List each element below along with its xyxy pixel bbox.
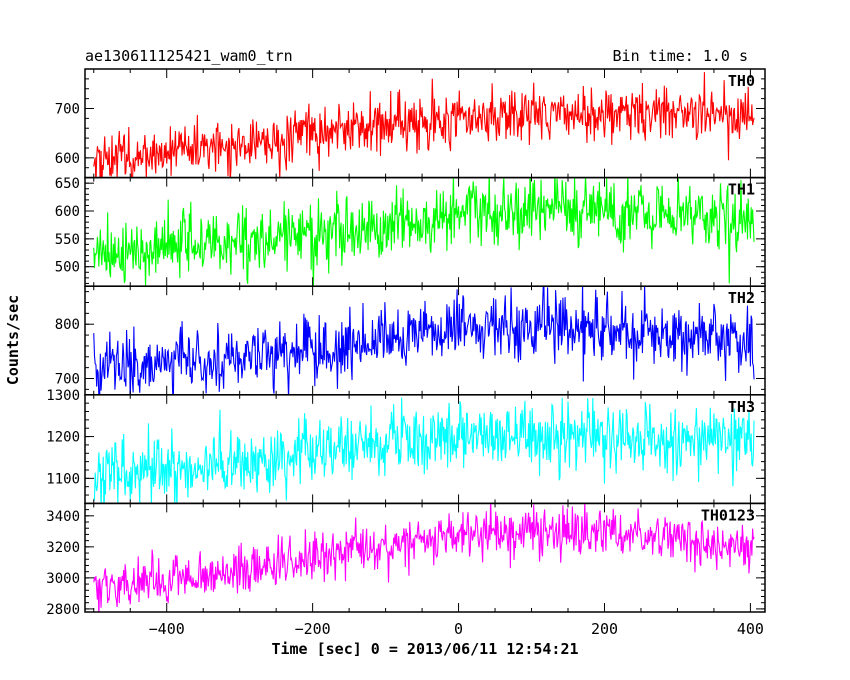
x-tick-label: 400 — [737, 620, 764, 638]
y-tick-label: 1300 — [46, 388, 80, 404]
y-tick-label: 3200 — [46, 540, 80, 556]
x-tick-label: −400 — [149, 620, 185, 638]
y-tick-label: 3400 — [46, 509, 80, 525]
chart-title: ae130611125421_wam0_trn — [85, 47, 293, 65]
panel-label-th2: TH2 — [728, 289, 755, 307]
series-line-th1 — [93, 177, 755, 287]
x-tick-label: 0 — [454, 620, 463, 638]
y-tick-label: 700 — [55, 101, 80, 117]
panel-label-th3: TH3 — [728, 398, 755, 416]
panel-th1: 500 550 600 650 TH1 — [55, 176, 766, 287]
panel-label-th0: TH0 — [728, 72, 755, 90]
bin-time-label: Bin time: 1.0 s — [613, 47, 748, 65]
panel-th0123: 2800 3000 3200 3400 TH0123 — [46, 502, 766, 618]
y-tick-label: 800 — [55, 317, 80, 333]
x-axis-label: Time [sec] 0 = 2013/06/11 12:54:21 — [271, 640, 578, 658]
panel-label-th0123: TH0123 — [701, 506, 755, 524]
series-line-th3 — [93, 397, 755, 504]
x-tick-label: 200 — [591, 620, 618, 638]
y-tick-label: 600 — [55, 151, 80, 167]
panel-frame — [84, 502, 766, 613]
y-tick-label: 1200 — [46, 430, 80, 446]
panel-th2: 700 800 TH2 — [55, 285, 766, 396]
panel-th3: 1100 1200 1300 TH3 — [46, 388, 766, 505]
series-line-th0123 — [93, 503, 755, 612]
y-tick-label: 3000 — [46, 571, 80, 587]
series-line-th2 — [93, 286, 755, 395]
y-tick-label: 550 — [55, 232, 80, 248]
y-tick-label: 2800 — [46, 602, 80, 618]
y-tick-label: 650 — [55, 176, 80, 192]
series-line-th0 — [93, 72, 755, 178]
y-tick-label: 600 — [55, 204, 80, 220]
y-axis-label: Counts/sec — [4, 295, 22, 385]
y-tick-label: 500 — [55, 260, 80, 276]
x-axis: −400 −200 0 200 400 — [149, 620, 764, 638]
panel-label-th1: TH1 — [728, 181, 755, 199]
y-tick-label: 700 — [55, 372, 80, 388]
panels: 600 700 TH0 500 550 600 650 TH1 700 800 TH2 1100 120… — [46, 68, 766, 618]
y-tick-label: 1100 — [46, 471, 80, 487]
x-tick-label: −200 — [295, 620, 331, 638]
